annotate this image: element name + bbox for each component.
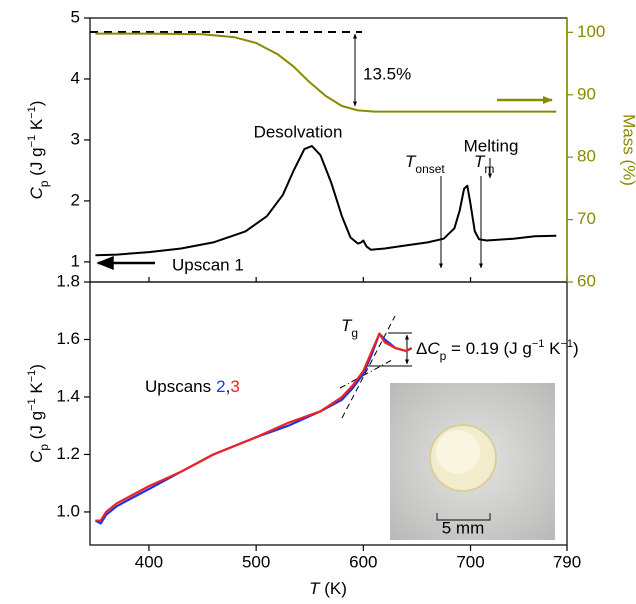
y-tick-label: 1: [71, 251, 80, 270]
text-part: onset: [415, 162, 445, 176]
x-tick-label: 600: [349, 552, 377, 571]
text-part: C: [427, 339, 440, 358]
data-line: [95, 332, 413, 522]
text-part: ): [27, 364, 46, 370]
legend-entry: 3: [230, 377, 239, 396]
text-part: K: [27, 382, 46, 399]
y-axis-label: Cp (J g−1 K−1): [26, 364, 51, 463]
text-part: T: [309, 579, 321, 598]
text-part: −1: [26, 135, 38, 148]
data-line: [95, 32, 557, 113]
text-part: (K): [320, 579, 347, 598]
y-tick-label: 1.4: [56, 386, 80, 405]
text-part: = 0.19 (J g: [446, 339, 532, 358]
sample-highlight: [436, 430, 480, 474]
y-axis-label: Cp (J g−1 K−1): [26, 101, 51, 200]
data-line: [94, 332, 413, 525]
annotation: Tm: [474, 152, 494, 176]
annotation-graphics: [90, 31, 555, 540]
text-part: −1: [532, 338, 545, 350]
text-part: (J g: [27, 411, 46, 444]
scale-bar: [436, 513, 491, 521]
scale-bar-label: 5 mm: [442, 518, 485, 537]
y2-tick-label: 100: [577, 22, 605, 41]
annotation: Desolvation: [254, 122, 343, 141]
annotation: Tg: [341, 316, 358, 340]
x-tick-label: 400: [135, 552, 163, 571]
text-part: C: [27, 450, 46, 463]
annotation: Melting: [464, 136, 519, 155]
y-tick-label: 3: [71, 129, 80, 148]
tangent-line: [339, 359, 393, 389]
y-tick-label: 5: [71, 7, 80, 26]
text-part: p: [37, 444, 51, 451]
y-tick-label: 2: [71, 190, 80, 209]
annotation: ΔCp = 0.19 (J g−1 K−1): [416, 338, 579, 363]
y2-tick-label: 70: [577, 209, 596, 228]
text-part: (J g: [27, 147, 46, 180]
text-part: C: [27, 186, 46, 199]
text-part: ): [27, 101, 46, 107]
y2-tick-label: 90: [577, 84, 596, 103]
legend-entry: 2: [216, 377, 225, 396]
legend: Upscans 2,3: [145, 377, 240, 396]
tangent-line: [341, 315, 396, 419]
annotation: 13.5%: [363, 64, 411, 83]
text-part: m: [484, 162, 494, 176]
y-tick-label: 1.8: [56, 271, 80, 290]
data-line: [95, 145, 557, 257]
text-part: −1: [26, 106, 38, 119]
text-part: K: [27, 118, 46, 135]
y-tick-label: 4: [71, 68, 80, 87]
y2-tick-label: 60: [577, 271, 596, 290]
y-tick-label: 1.2: [56, 444, 80, 463]
series-label: Upscan 1: [172, 255, 244, 274]
y-tick-label: 1.0: [56, 501, 80, 520]
y-tick-label: 1.6: [56, 329, 80, 348]
text-part: −1: [26, 370, 38, 383]
text-part: −1: [26, 398, 38, 411]
annotation: Tonset: [405, 152, 445, 176]
x-tick-label: 700: [456, 552, 484, 571]
bottom-frame: [89, 281, 568, 546]
text-part: −1: [560, 338, 573, 350]
legend-title: Upscans: [145, 377, 211, 396]
text-part: Δ: [416, 339, 427, 358]
text-part: p: [37, 180, 51, 187]
text-part: p: [440, 349, 447, 363]
text-part: T: [405, 152, 417, 171]
text-part: K: [544, 339, 561, 358]
y2-tick-label: 80: [577, 147, 596, 166]
x-axis-label: T (K): [309, 579, 347, 598]
x-tick-label: 790: [553, 552, 581, 571]
legend-separator: ,: [226, 377, 231, 396]
text-part: T: [474, 152, 486, 171]
x-tick-label: 500: [242, 552, 270, 571]
y2-axis-label: Mass (%): [620, 114, 636, 186]
text-part: T: [341, 316, 353, 335]
text-part: ): [573, 339, 579, 358]
text-part: g: [351, 326, 358, 340]
